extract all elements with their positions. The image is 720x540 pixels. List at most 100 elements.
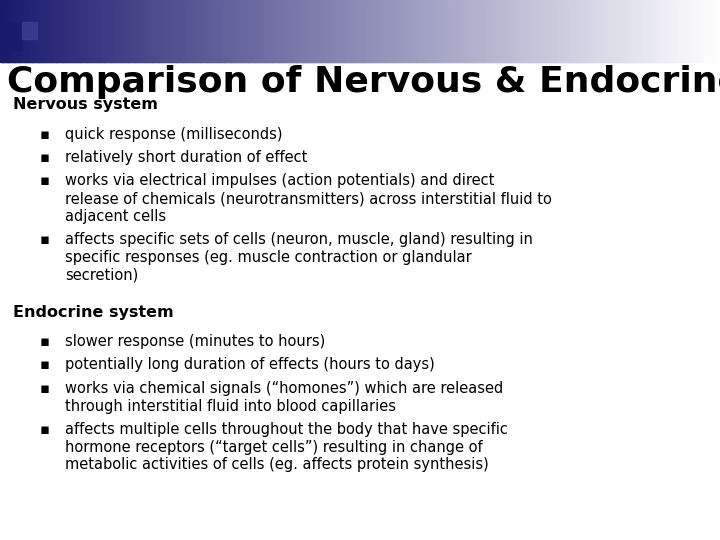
Bar bbox=[629, 0, 633, 62]
Bar bbox=[641, 0, 644, 62]
Bar bbox=[444, 0, 448, 62]
Bar bbox=[684, 0, 688, 62]
Bar bbox=[218, 0, 222, 62]
Bar bbox=[706, 0, 709, 62]
Text: works via electrical impulses (action potentials) and direct: works via electrical impulses (action po… bbox=[65, 173, 494, 188]
Bar bbox=[603, 0, 606, 62]
Bar bbox=[290, 0, 294, 62]
Bar bbox=[77, 0, 81, 62]
Bar bbox=[432, 0, 436, 62]
Bar bbox=[324, 0, 328, 62]
Bar bbox=[621, 0, 626, 62]
Bar bbox=[331, 0, 335, 62]
Bar bbox=[713, 0, 716, 62]
Bar bbox=[271, 0, 275, 62]
Bar bbox=[588, 0, 592, 62]
Text: secretion): secretion) bbox=[65, 268, 138, 283]
Bar bbox=[79, 0, 83, 62]
Bar bbox=[526, 0, 529, 62]
Bar bbox=[430, 0, 433, 62]
Bar bbox=[545, 0, 549, 62]
Bar bbox=[384, 0, 388, 62]
Bar bbox=[657, 0, 662, 62]
Bar bbox=[300, 0, 304, 62]
Bar bbox=[595, 0, 599, 62]
Bar bbox=[531, 0, 534, 62]
Bar bbox=[346, 0, 349, 62]
Bar bbox=[456, 0, 460, 62]
Bar bbox=[574, 0, 577, 62]
Bar bbox=[585, 0, 590, 62]
Bar bbox=[58, 0, 61, 62]
Bar bbox=[175, 0, 179, 62]
Bar bbox=[99, 0, 102, 62]
Bar bbox=[672, 0, 676, 62]
Bar bbox=[269, 0, 273, 62]
Bar bbox=[341, 0, 345, 62]
Bar bbox=[711, 0, 714, 62]
Bar bbox=[449, 0, 453, 62]
Bar bbox=[194, 0, 198, 62]
Bar bbox=[84, 0, 88, 62]
Bar bbox=[473, 0, 477, 62]
Bar bbox=[228, 0, 232, 62]
Bar bbox=[459, 0, 462, 62]
Bar bbox=[156, 0, 160, 62]
Bar bbox=[639, 0, 642, 62]
Bar bbox=[41, 0, 45, 62]
Bar bbox=[336, 0, 340, 62]
Bar bbox=[670, 0, 673, 62]
Bar bbox=[439, 0, 443, 62]
Bar bbox=[29, 0, 32, 62]
Bar bbox=[480, 0, 484, 62]
Bar bbox=[502, 0, 505, 62]
Bar bbox=[187, 0, 191, 62]
Bar bbox=[607, 0, 611, 62]
Bar bbox=[420, 0, 424, 62]
Bar bbox=[576, 0, 580, 62]
Text: ▪: ▪ bbox=[40, 357, 50, 373]
Bar bbox=[698, 0, 702, 62]
Bar bbox=[2, 0, 6, 62]
Bar bbox=[497, 0, 500, 62]
Bar bbox=[338, 0, 342, 62]
Bar bbox=[139, 0, 143, 62]
Bar bbox=[34, 0, 37, 62]
Bar bbox=[509, 0, 513, 62]
Bar bbox=[178, 0, 181, 62]
Bar bbox=[461, 0, 464, 62]
Bar bbox=[120, 0, 124, 62]
Bar bbox=[490, 0, 493, 62]
Bar bbox=[180, 0, 184, 62]
Bar bbox=[398, 0, 402, 62]
Text: slower response (minutes to hours): slower response (minutes to hours) bbox=[65, 334, 325, 349]
Bar bbox=[511, 0, 515, 62]
Bar bbox=[679, 0, 683, 62]
Bar bbox=[617, 0, 621, 62]
Bar bbox=[686, 0, 690, 62]
Bar bbox=[634, 0, 637, 62]
Bar bbox=[312, 0, 316, 62]
Bar bbox=[405, 0, 410, 62]
Bar bbox=[477, 0, 482, 62]
Bar bbox=[382, 0, 385, 62]
Bar bbox=[113, 0, 117, 62]
Bar bbox=[286, 0, 289, 62]
Bar bbox=[552, 0, 556, 62]
Bar bbox=[9, 0, 14, 62]
Bar bbox=[655, 0, 659, 62]
Bar bbox=[540, 0, 544, 62]
Bar bbox=[63, 0, 66, 62]
Bar bbox=[137, 0, 140, 62]
Text: specific responses (eg. muscle contraction or glandular: specific responses (eg. muscle contracti… bbox=[65, 250, 472, 265]
Bar bbox=[605, 0, 608, 62]
Bar bbox=[101, 0, 104, 62]
Bar bbox=[153, 0, 158, 62]
Bar bbox=[19, 0, 23, 62]
Bar bbox=[358, 0, 361, 62]
Bar bbox=[202, 0, 205, 62]
Bar bbox=[0, 0, 4, 62]
Bar bbox=[636, 0, 640, 62]
Bar bbox=[70, 0, 73, 62]
Bar bbox=[425, 0, 428, 62]
